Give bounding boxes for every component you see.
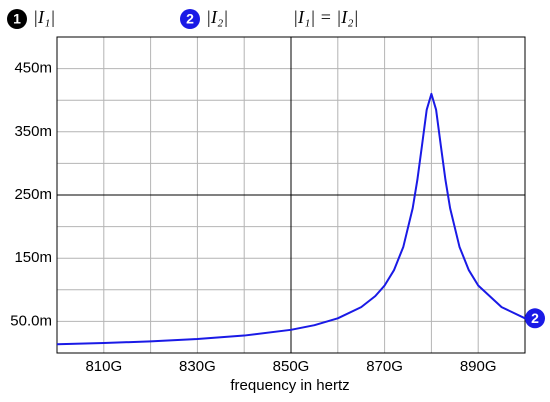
legend-marker bbox=[180, 9, 200, 29]
x-tick-label: 890G bbox=[460, 358, 497, 375]
series-marker bbox=[525, 308, 545, 329]
x-tick-label: 870G bbox=[366, 358, 403, 375]
y-tick-label: 150m bbox=[14, 249, 52, 266]
legend-marker-label: 2 bbox=[186, 11, 194, 27]
x-axis-label: frequency in hertz bbox=[230, 377, 349, 394]
y-tick-label: 350m bbox=[14, 123, 52, 140]
line bbox=[56, 92, 526, 346]
legend-label: |I₂| bbox=[206, 7, 228, 27]
annotation: |I₁| = |I₂| bbox=[293, 7, 358, 27]
series-marker-label: 2 bbox=[531, 310, 539, 326]
legend-marker bbox=[7, 9, 27, 29]
legend-marker-label: 1 bbox=[13, 11, 21, 27]
x-tick-label: 850G bbox=[273, 358, 310, 375]
plot-border bbox=[56, 36, 526, 354]
y-tick-label: 50.0m bbox=[10, 312, 52, 329]
legend-label: |I₁| bbox=[33, 7, 55, 27]
x-tick-label: 830G bbox=[179, 358, 216, 375]
y-tick-label: 250m bbox=[14, 186, 52, 203]
x-tick-label: 810G bbox=[85, 358, 122, 375]
y-tick-label: 450m bbox=[14, 60, 52, 77]
